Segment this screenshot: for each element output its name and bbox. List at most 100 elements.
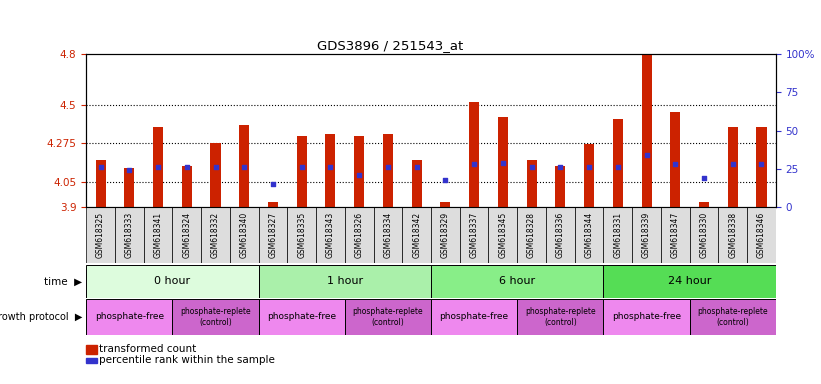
Bar	[181, 166, 192, 207]
Bar	[727, 127, 738, 207]
Point	[410, 164, 424, 170]
Bar	[603, 207, 632, 263]
Bar	[402, 207, 431, 263]
Text: 1 hour: 1 hour	[327, 276, 363, 286]
Text: 24 hour: 24 hour	[668, 276, 711, 286]
Bar	[718, 207, 747, 263]
Bar	[747, 207, 776, 263]
Bar	[641, 50, 652, 207]
Text: phosphate-replete
(control): phosphate-replete (control)	[180, 307, 251, 327]
Text: 6 hour: 6 hour	[499, 276, 535, 286]
Point	[582, 164, 595, 170]
Bar	[86, 265, 259, 298]
Bar	[287, 207, 316, 263]
Point	[266, 181, 279, 187]
Text: GSM618329: GSM618329	[441, 212, 450, 258]
Bar	[517, 207, 546, 263]
Bar	[603, 299, 690, 335]
Point	[438, 177, 452, 183]
Bar	[632, 207, 661, 263]
Point	[94, 164, 107, 170]
Bar	[144, 207, 172, 263]
Text: phosphate-free: phosphate-free	[612, 313, 681, 321]
Bar	[411, 160, 422, 207]
Point	[209, 164, 222, 170]
Point	[295, 164, 308, 170]
Text: phosphate-free: phosphate-free	[439, 313, 509, 321]
Text: GSM618333: GSM618333	[125, 212, 134, 258]
Bar	[690, 207, 718, 263]
Text: GSM618331: GSM618331	[613, 212, 622, 258]
Bar	[469, 101, 479, 207]
Text: GSM618327: GSM618327	[268, 212, 277, 258]
Bar	[756, 127, 767, 207]
Text: GSM618330: GSM618330	[699, 212, 709, 258]
Point	[668, 161, 681, 167]
Bar	[345, 207, 374, 263]
Bar	[153, 127, 163, 207]
Bar	[690, 299, 776, 335]
Bar	[517, 299, 603, 335]
Text: growth protocol  ▶: growth protocol ▶	[0, 312, 82, 322]
Point	[754, 161, 768, 167]
Bar	[431, 207, 460, 263]
Bar	[488, 207, 517, 263]
Point	[496, 160, 509, 166]
Bar	[460, 207, 488, 263]
Bar	[431, 265, 603, 298]
Bar	[172, 299, 259, 335]
Bar	[661, 207, 690, 263]
Bar	[86, 207, 115, 263]
Bar	[268, 202, 278, 207]
Point	[611, 164, 624, 170]
Bar	[172, 207, 201, 263]
Point	[525, 164, 539, 170]
Text: GSM618341: GSM618341	[154, 212, 163, 258]
Text: GDS3896 / 251543_at: GDS3896 / 251543_at	[317, 39, 463, 52]
Bar	[316, 207, 345, 263]
Point	[381, 164, 394, 170]
Point	[323, 164, 337, 170]
Text: time  ▶: time ▶	[44, 276, 82, 286]
Point	[353, 172, 366, 178]
Bar	[95, 160, 106, 207]
Point	[553, 164, 566, 170]
Text: GSM618347: GSM618347	[671, 212, 680, 258]
Point	[468, 161, 481, 167]
Text: GSM618343: GSM618343	[326, 212, 335, 258]
Text: transformed count: transformed count	[99, 344, 196, 354]
Point	[181, 164, 194, 170]
Bar	[239, 126, 250, 207]
Bar	[612, 119, 623, 207]
Bar	[374, 207, 402, 263]
Text: GSM618339: GSM618339	[642, 212, 651, 258]
Bar	[670, 112, 681, 207]
Bar	[296, 136, 307, 207]
Text: 0 hour: 0 hour	[154, 276, 190, 286]
Point	[123, 167, 136, 174]
Point	[151, 164, 164, 170]
Bar	[526, 160, 537, 207]
Text: GSM618336: GSM618336	[556, 212, 565, 258]
Bar	[431, 299, 517, 335]
Bar	[575, 207, 603, 263]
Point	[697, 175, 710, 181]
Point	[726, 161, 739, 167]
Bar	[201, 207, 230, 263]
Bar	[383, 134, 393, 207]
Text: GSM618325: GSM618325	[96, 212, 105, 258]
Bar	[259, 299, 345, 335]
Text: GSM618335: GSM618335	[297, 212, 306, 258]
Bar	[115, 207, 144, 263]
Text: GSM618337: GSM618337	[470, 212, 479, 258]
Bar	[325, 134, 336, 207]
Text: phosphate-free: phosphate-free	[267, 313, 337, 321]
Text: phosphate-replete
(control): phosphate-replete (control)	[697, 307, 768, 327]
Text: GSM618345: GSM618345	[498, 212, 507, 258]
Text: GSM618342: GSM618342	[412, 212, 421, 258]
Bar	[699, 202, 709, 207]
Text: GSM618346: GSM618346	[757, 212, 766, 258]
Text: GSM618334: GSM618334	[383, 212, 392, 258]
Bar	[259, 265, 431, 298]
Bar	[230, 207, 259, 263]
